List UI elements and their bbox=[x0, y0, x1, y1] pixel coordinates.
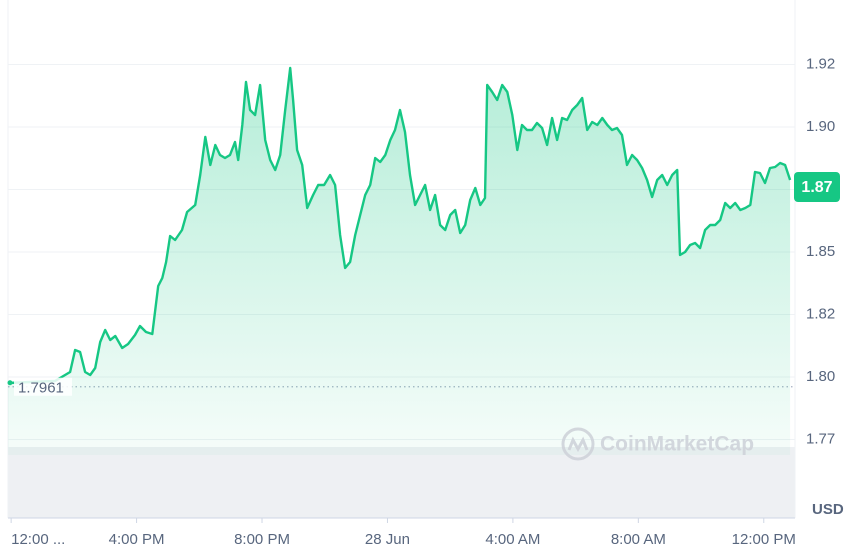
y-tick-label: 1.85 bbox=[806, 243, 835, 260]
y-tick-label: 1.92 bbox=[806, 55, 835, 72]
x-tick-label: 28 Jun bbox=[365, 531, 410, 548]
x-tick-label: 4:00 AM bbox=[485, 531, 540, 548]
x-tick-label: 4:00 PM bbox=[109, 531, 165, 548]
price-area bbox=[8, 68, 791, 455]
baseline-dot bbox=[7, 380, 13, 386]
current-price-badge bbox=[794, 172, 840, 202]
y-tick-label: 1.82 bbox=[806, 305, 835, 322]
current-price-label: 1.87 bbox=[801, 179, 832, 196]
baseline-label-bg bbox=[14, 377, 72, 396]
x-tick-label: 8:00 PM bbox=[234, 531, 290, 548]
currency-label: USD bbox=[812, 501, 844, 518]
y-tick-label: 1.80 bbox=[806, 368, 835, 385]
y-tick-label: 1.90 bbox=[806, 118, 835, 135]
watermark-logo-mark bbox=[567, 436, 589, 453]
watermark-logo bbox=[561, 427, 595, 461]
x-tick-label: 12:00 ... bbox=[11, 531, 65, 548]
price-line bbox=[7, 66, 792, 385]
volume-area bbox=[8, 447, 795, 518]
watermark: CoinMarketCap bbox=[561, 427, 754, 461]
baseline-label: 1.7961 bbox=[18, 380, 64, 397]
x-tick-label: 8:00 AM bbox=[611, 531, 666, 548]
y-tick-label: 1.77 bbox=[806, 430, 835, 447]
watermark-text: CoinMarketCap bbox=[600, 433, 754, 456]
x-tick-label: 12:00 PM bbox=[732, 531, 796, 548]
